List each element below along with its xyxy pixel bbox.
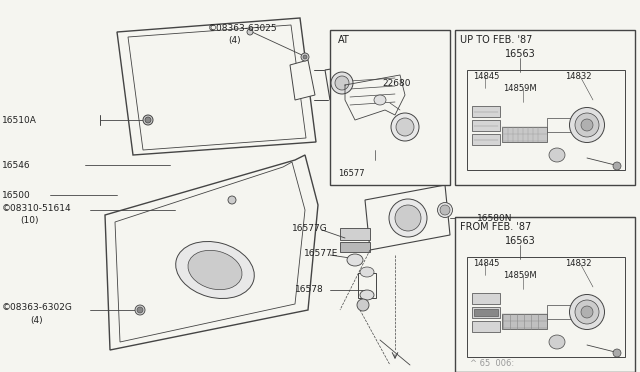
Text: 14845: 14845 — [473, 71, 499, 80]
Ellipse shape — [395, 205, 421, 231]
Ellipse shape — [331, 72, 353, 94]
Ellipse shape — [347, 254, 363, 266]
Text: (4): (4) — [30, 315, 43, 324]
Text: 14832: 14832 — [565, 71, 591, 80]
Ellipse shape — [570, 295, 605, 330]
Circle shape — [303, 55, 307, 59]
Polygon shape — [138, 38, 290, 148]
Ellipse shape — [575, 113, 599, 137]
Ellipse shape — [581, 119, 593, 131]
Text: 16577G: 16577G — [292, 224, 328, 232]
Ellipse shape — [389, 199, 427, 237]
Text: 16563: 16563 — [504, 49, 536, 59]
Ellipse shape — [176, 241, 254, 298]
Ellipse shape — [188, 250, 242, 290]
Text: 14845: 14845 — [473, 259, 499, 267]
Bar — [472, 106, 500, 117]
Polygon shape — [290, 60, 315, 100]
Circle shape — [247, 29, 253, 35]
Circle shape — [143, 115, 153, 125]
Ellipse shape — [374, 95, 386, 105]
Bar — [330, 30, 450, 185]
Polygon shape — [128, 25, 306, 150]
Bar — [474, 309, 498, 316]
Ellipse shape — [360, 267, 374, 277]
Circle shape — [613, 162, 621, 170]
Polygon shape — [115, 162, 305, 342]
Bar — [340, 228, 370, 240]
Bar — [502, 314, 547, 329]
Text: 16563: 16563 — [504, 236, 536, 246]
Bar — [340, 242, 370, 252]
Circle shape — [145, 117, 151, 123]
Ellipse shape — [396, 118, 414, 136]
Ellipse shape — [575, 300, 599, 324]
Text: 14832: 14832 — [565, 259, 591, 267]
Text: (4): (4) — [228, 35, 241, 45]
Text: 14859M: 14859M — [503, 83, 536, 93]
Bar — [467, 257, 625, 357]
Text: 16500: 16500 — [2, 190, 31, 199]
Circle shape — [301, 53, 309, 61]
Text: 16578: 16578 — [295, 285, 324, 295]
Text: 22680: 22680 — [382, 78, 410, 87]
Bar — [472, 321, 500, 332]
Ellipse shape — [581, 306, 593, 318]
Text: ©08310-51614: ©08310-51614 — [2, 203, 72, 212]
Text: 16577: 16577 — [338, 169, 365, 177]
Bar — [358, 273, 376, 298]
Ellipse shape — [549, 148, 565, 162]
Text: FROM FEB. '87: FROM FEB. '87 — [460, 222, 531, 232]
Bar — [472, 307, 500, 318]
Ellipse shape — [335, 76, 349, 90]
Ellipse shape — [391, 113, 419, 141]
Text: ^ 65  006:: ^ 65 006: — [470, 359, 514, 369]
Text: ©08363-6302G: ©08363-6302G — [2, 304, 73, 312]
Polygon shape — [117, 18, 316, 155]
Bar — [547, 305, 579, 319]
Bar — [547, 118, 579, 132]
Polygon shape — [325, 65, 360, 100]
Ellipse shape — [549, 335, 565, 349]
Circle shape — [135, 305, 145, 315]
Ellipse shape — [360, 290, 374, 300]
Ellipse shape — [438, 202, 452, 218]
Text: 16510A: 16510A — [2, 115, 37, 125]
Ellipse shape — [357, 299, 369, 311]
Bar — [455, 30, 635, 185]
Text: 16577E: 16577E — [304, 248, 339, 257]
Text: 16580N: 16580N — [477, 214, 513, 222]
Circle shape — [613, 349, 621, 357]
Text: 14859M: 14859M — [503, 270, 536, 279]
Bar — [467, 70, 625, 170]
Text: (10): (10) — [20, 215, 38, 224]
Text: UP TO FEB. '87: UP TO FEB. '87 — [460, 35, 532, 45]
Bar — [472, 293, 500, 304]
Bar — [455, 217, 635, 372]
Bar — [472, 120, 500, 131]
Polygon shape — [365, 185, 450, 250]
Bar — [472, 134, 500, 145]
Text: AT: AT — [338, 35, 349, 45]
Ellipse shape — [570, 108, 605, 142]
Polygon shape — [105, 155, 318, 350]
Text: ©08363-63025: ©08363-63025 — [208, 23, 278, 32]
Circle shape — [137, 307, 143, 313]
Text: 16546: 16546 — [2, 160, 31, 170]
Ellipse shape — [440, 205, 450, 215]
Circle shape — [228, 196, 236, 204]
Bar — [502, 127, 547, 142]
